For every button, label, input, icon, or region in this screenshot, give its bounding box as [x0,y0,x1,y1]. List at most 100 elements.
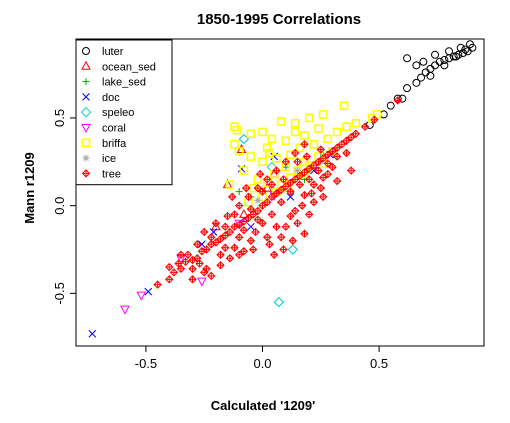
point-tree-62 [281,222,291,231]
point-briffa-15 [281,136,291,146]
point-tree-123 [279,175,288,184]
point-tree-81 [216,250,225,259]
point-briffa-42 [300,131,309,140]
x-tick-label-1: 0.0 [253,356,271,371]
point-tree-64 [293,218,302,228]
point-tree-41 [360,122,370,131]
point-luter-7 [445,54,454,63]
point-briffa-9 [351,118,361,128]
point-luter-0 [403,54,412,63]
point-luter-3 [426,64,435,73]
point-doc-0 [88,329,97,338]
point-tree-4 [181,257,190,267]
point-tree-116 [318,192,328,202]
point-briffa-7 [318,110,328,119]
point-tree-91 [323,159,333,168]
point-briffa-5 [290,118,300,128]
y-tick-label-1: 0.0 [52,197,67,215]
legend-label-lake_sed: lake_sed [102,77,146,89]
point-tree-75 [262,175,272,184]
point-tree-29 [300,168,309,177]
point-tree-115 [307,189,316,198]
legend-label-briffa: briffa [102,138,127,150]
point-briffa-14 [262,143,272,153]
point-tree-98 [239,226,249,235]
legend-marker-briffa [81,138,91,148]
point-briffa-41 [267,134,277,144]
point-tree-111 [262,233,272,242]
point-tree-12 [221,231,230,240]
point-tree-85 [267,210,277,219]
point-tree-23 [272,189,281,198]
point-tree-77 [281,157,291,167]
point-ocean_sed-0 [236,143,247,154]
point-luter-27 [461,45,470,54]
point-ice-2 [254,196,262,204]
point-briffa-13 [246,152,256,161]
y-axis-label: Mann r1209 [22,152,37,224]
point-tree-20 [258,201,267,210]
point-tree-24 [276,185,286,195]
legend-box [75,39,173,186]
point-tree-47 [188,264,197,274]
point-tree-22 [267,192,277,202]
point-luter-14 [456,43,465,52]
point-tree-15 [234,220,244,230]
point-tree-66 [304,210,314,219]
point-tree-48 [195,259,204,268]
point-tree-93 [342,148,351,158]
legend-marker-speleo [80,106,92,118]
x-tick-label-2: 0.5 [370,356,388,371]
point-tree-104 [318,173,328,182]
point-briffa-47 [265,148,274,158]
point-lake_sed-4 [235,188,243,196]
point-luter-15 [445,47,454,56]
plot-frame [75,38,485,347]
point-briffa-2 [246,129,256,139]
legend-marker-ocean_sed [81,60,91,70]
point-tree-55 [239,247,249,256]
point-tree-79 [300,140,309,149]
point-luter-8 [449,52,458,61]
point-doc-1 [144,287,153,296]
point-tree-106 [188,275,197,284]
point-luter-25 [417,73,426,82]
point-briffa-23 [272,153,281,163]
point-tree-63 [288,236,298,245]
point-tree-84 [258,187,267,196]
point-tree-92 [332,152,342,161]
point-tree-65 [300,229,309,238]
point-tree-39 [346,133,356,142]
point-tree-19 [253,206,263,216]
point-tree-46 [183,250,193,259]
series-tree [153,96,402,289]
point-coral-1 [136,291,147,301]
point-briffa-22 [258,157,267,167]
point-tree-71 [223,211,232,221]
point-tree-96 [207,233,216,242]
point-luter-4 [431,61,440,70]
point-tree-112 [279,245,288,254]
point-tree-16 [239,217,249,226]
point-tree-82 [230,210,239,219]
point-briffa-19 [332,127,342,137]
point-tree-108 [221,243,230,252]
point-tree-51 [216,261,225,270]
point-tree-121 [255,169,265,179]
legend-marker-luter [82,47,90,55]
point-tree-97 [221,222,230,231]
point-tree-36 [332,143,342,152]
point-luter-9 [454,50,463,59]
point-luter-22 [386,101,395,110]
point-tree-32 [314,157,323,167]
point-luter-5 [435,57,444,66]
point-briffa-4 [276,117,286,126]
point-tree-53 [230,243,239,252]
chart-title: 1850-1995 Correlations [197,11,361,28]
point-tree-119 [227,192,237,202]
point-briffa-49 [314,124,323,133]
point-tree-33 [318,154,328,163]
point-luter-11 [463,47,472,56]
point-luter-13 [466,40,475,49]
point-tree-60 [269,250,279,259]
